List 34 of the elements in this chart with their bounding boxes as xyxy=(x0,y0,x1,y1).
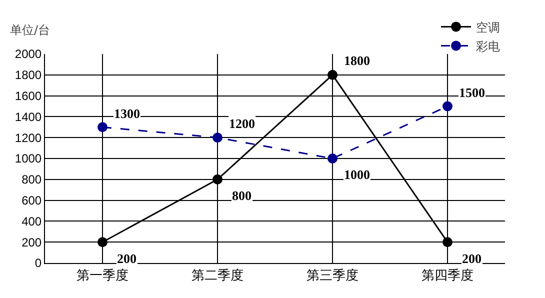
data-label: 1200 xyxy=(229,116,255,131)
y-tick-label: 400 xyxy=(22,214,42,228)
y-tick-label: 600 xyxy=(22,194,42,208)
data-label: 200 xyxy=(117,251,136,266)
x-tick-label: 第一季度 xyxy=(76,268,128,284)
point xyxy=(328,154,338,164)
data-label: 1500 xyxy=(459,85,485,100)
x-tick-label: 第三季度 xyxy=(306,268,358,284)
y-tick-label: 1200 xyxy=(14,130,42,145)
legend-label: 空调 xyxy=(476,20,500,34)
y-tick-label: 1400 xyxy=(14,110,42,124)
y-tick-label: 800 xyxy=(22,172,42,187)
data-label: 1300 xyxy=(114,106,140,121)
point xyxy=(98,237,108,248)
x-tick-label: 第二季度 xyxy=(192,268,244,284)
y-tick-label: 200 xyxy=(22,235,42,250)
y-tick-label: 0 xyxy=(34,256,42,270)
y-tick-label: 1800 xyxy=(14,68,42,82)
y-tick-label: 1600 xyxy=(14,89,42,103)
point xyxy=(328,70,338,80)
y-axis-title: 单位/台 xyxy=(10,23,50,37)
point xyxy=(442,101,452,112)
data-label: 800 xyxy=(232,188,252,203)
y-tick-label: 2000 xyxy=(14,47,42,62)
data-label: 1000 xyxy=(344,167,370,182)
point xyxy=(212,132,222,143)
point xyxy=(98,122,108,132)
y-tick-label: 1000 xyxy=(14,152,42,166)
point xyxy=(212,174,222,184)
data-label: 200 xyxy=(462,251,482,266)
data-label: 1800 xyxy=(344,53,370,68)
point xyxy=(442,237,452,248)
x-tick-label: 第四季度 xyxy=(422,268,474,284)
legend-label: 彩电 xyxy=(476,39,500,54)
